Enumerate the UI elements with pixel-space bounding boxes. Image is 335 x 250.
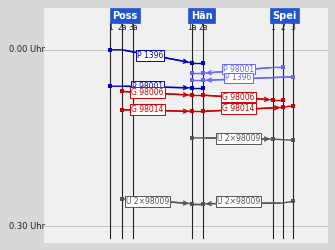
Text: 3a: 3a	[128, 23, 138, 32]
Text: Hän: Hän	[191, 11, 212, 21]
Text: Poss: Poss	[112, 11, 137, 21]
Text: P 98001: P 98001	[223, 64, 254, 74]
Text: 1a: 1a	[187, 23, 196, 32]
Text: P 98001: P 98001	[132, 82, 163, 91]
Text: 3: 3	[290, 23, 295, 32]
Text: Spei: Spei	[272, 11, 296, 21]
Text: 0.00 Uhr: 0.00 Uhr	[9, 45, 45, 54]
Text: 2a: 2a	[117, 23, 127, 32]
Text: 0.30 Uhr: 0.30 Uhr	[9, 222, 46, 230]
Text: G 98014: G 98014	[131, 105, 164, 114]
Text: 2: 2	[280, 23, 285, 32]
Text: 1: 1	[270, 23, 275, 32]
Text: G 98006: G 98006	[222, 92, 255, 102]
Text: U 2×98009: U 2×98009	[217, 134, 260, 143]
Text: 1: 1	[108, 23, 113, 32]
Text: G 98014: G 98014	[222, 104, 255, 113]
Text: U 2×98009: U 2×98009	[126, 197, 169, 206]
Text: P 1396: P 1396	[137, 51, 163, 60]
Text: U 2×98009: U 2×98009	[217, 197, 260, 206]
Text: G 98006: G 98006	[131, 88, 164, 97]
Text: P 1396: P 1396	[225, 74, 252, 82]
Text: 2a: 2a	[198, 23, 208, 32]
